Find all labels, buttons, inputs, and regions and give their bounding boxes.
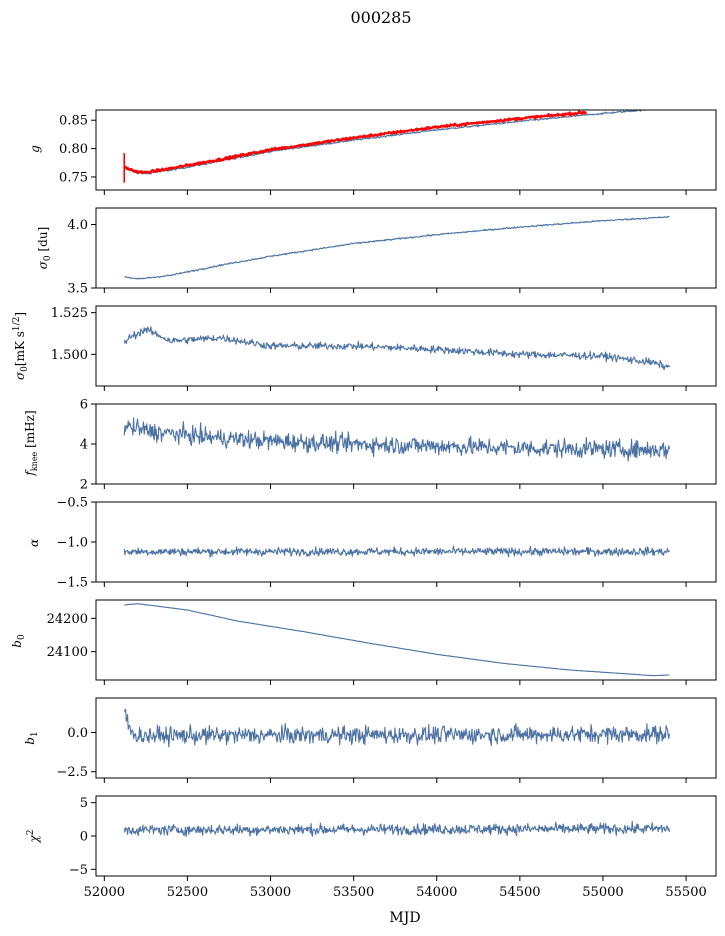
series-line-0-1: [123, 110, 588, 175]
y-tick-label-3-2: 6: [80, 398, 88, 413]
y-axis-label-alpha: α: [27, 539, 41, 547]
x-tick-label-2: 53000: [250, 885, 291, 900]
panel-frame-7: [95, 795, 717, 877]
panel-frame-5: [95, 599, 717, 681]
panel-frame-1: [95, 207, 717, 289]
series-line-0-0: [123, 110, 655, 175]
y-tick-label-5-1: 24200: [47, 612, 88, 627]
y-axis-label-fknee: fknee [mHz]: [23, 410, 39, 476]
panel-0: 0.75 0.80 0.85: [59, 109, 717, 195]
panel-3: 2 4 6: [80, 398, 717, 493]
y-tick-label-1-1: 4.0: [67, 218, 88, 233]
svg-text:fknee [mHz]: fknee [mHz]: [23, 410, 39, 476]
y-axis-label-g: g: [28, 145, 42, 153]
panel-frame-0: [95, 109, 717, 191]
figure-title: 000285: [350, 8, 411, 27]
y-tick-label-7-2: 5: [80, 796, 88, 811]
x-tick-label-7: 55500: [665, 885, 706, 900]
series-line-6-0: [123, 708, 671, 748]
y-tick-label-6-0: −2.5: [56, 765, 88, 780]
y-tick-label-2-1: 1.525: [51, 306, 88, 321]
panel-5: 24100 24200: [47, 599, 717, 685]
x-tick-label-0: 52000: [84, 885, 125, 900]
panel-frame-4: [95, 501, 717, 583]
y-tick-label-6-1: 0.0: [67, 726, 88, 741]
series-line-3-0: [123, 417, 671, 462]
y-tick-label-2-0: 1.500: [51, 348, 88, 363]
y-tick-label-7-1: 0: [80, 830, 88, 845]
x-tick-label-6: 55000: [582, 885, 623, 900]
y-tick-label-7-0: −5: [69, 863, 88, 878]
y-axis-label-b1: b1: [23, 731, 40, 744]
svg-text:σ0[mK s1/2]: σ0[mK s1/2]: [12, 312, 30, 380]
y-tick-label-4-2: −0.5: [56, 496, 88, 511]
series-line-2-0: [123, 326, 671, 371]
svg-text:χ2: χ2: [26, 829, 41, 843]
x-tick-label-3: 53500: [333, 885, 374, 900]
panel-1: 3.5 4.0: [67, 207, 717, 297]
series-line-5-0: [124, 603, 670, 677]
series-line-1-0: [124, 215, 670, 280]
y-axis-label-b0: b0: [10, 634, 27, 648]
y-axis-label-sigma0-du: σ0 [du]: [36, 227, 53, 270]
svg-text:σ0 [du]: σ0 [du]: [36, 227, 53, 270]
x-tick-label-1: 52500: [167, 885, 208, 900]
y-tick-label-5-0: 24100: [47, 645, 88, 660]
y-axis-label-chi2: χ2: [26, 829, 41, 843]
svg-text:g: g: [28, 145, 42, 153]
x-axis-label: MJD: [389, 910, 420, 926]
y-tick-label-3-0: 2: [80, 478, 88, 493]
y-tick-label-3-1: 4: [80, 438, 88, 453]
y-axis-label-sigma0-mk: σ0[mK s1/2]: [12, 312, 30, 380]
y-tick-label-4-0: −1.5: [56, 576, 88, 591]
panel-frame-2: [95, 305, 717, 387]
panel-4: −1.5 −1.0 −0.5: [56, 496, 717, 591]
panel-frame-3: [95, 403, 717, 485]
y-tick-label-4-1: −1.0: [56, 536, 88, 551]
panel-6: −2.5 0.0: [56, 697, 717, 783]
y-tick-label-0-2: 0.85: [59, 114, 88, 129]
series-line-4-0: [123, 545, 670, 558]
y-tick-label-0-0: 0.75: [59, 170, 88, 185]
svg-text:b1: b1: [23, 731, 40, 744]
svg-text:α: α: [27, 539, 41, 547]
x-tick-label-4: 54000: [416, 885, 457, 900]
y-tick-label-0-1: 0.80: [59, 142, 88, 157]
panel-7: −5 0 5: [69, 795, 717, 881]
x-tick-label-5: 54500: [499, 885, 540, 900]
panel-frame-6: [95, 697, 717, 779]
series-line-7-0: [123, 820, 671, 838]
panel-2: 1.500 1.525: [51, 305, 717, 391]
y-tick-label-1-0: 3.5: [67, 282, 88, 297]
svg-text:b0: b0: [10, 634, 27, 648]
